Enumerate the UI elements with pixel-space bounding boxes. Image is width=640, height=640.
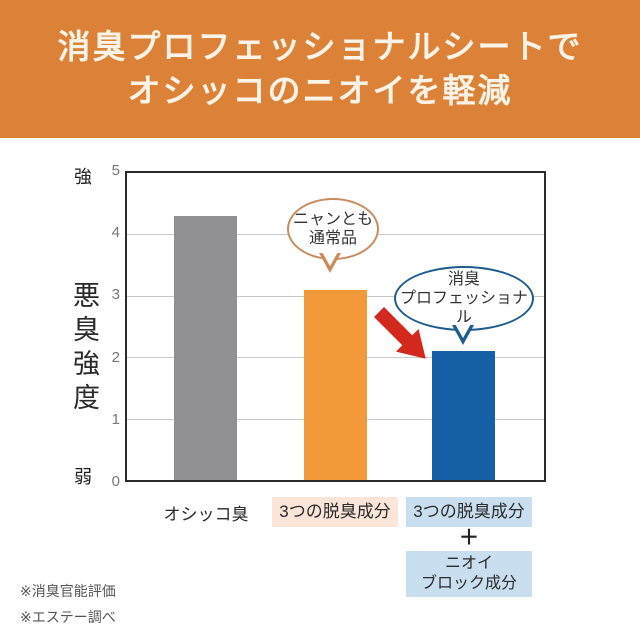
y-tick-1: 1 [111,411,120,428]
callout-regular-product: ニャンとも 通常品 [287,198,379,260]
callout-professional-tail-fill [454,322,472,338]
header-title-line1: 消臭プロフェッショナルシートで [57,28,583,65]
callout-professional-product: 消臭 プロフェッショナル [394,266,534,331]
header-banner: 消臭プロフェッショナルシートで オシッコのニオイを軽減 [0,0,640,138]
callout-regular-line2: 通常品 [308,230,357,247]
bar-label-three-components: 3つの脱臭成分 [272,497,398,527]
callout-regular-tail-fill [321,250,339,266]
y-axis-title: 悪臭強度 [69,281,99,417]
bar-urine-odor [174,215,237,480]
bar-label-urine-odor: オシッコ臭 [163,505,249,524]
odor-block-line2: ブロック成分 [420,575,517,592]
header-title-line2: オシッコのニオイを軽減 [127,72,513,109]
bar-professional-product [432,351,495,480]
y-tick-2: 2 [111,349,120,366]
y-tick-5: 5 [111,162,120,179]
footnote-sensory-evaluation: ※消臭官能評価 [20,583,116,599]
bar-label-odor-block: ニオイ ブロック成分 [406,551,532,597]
callout-professional-line2: プロフェッショナル [399,290,528,326]
footnote-surveyed-by: ※エステー調べ [20,609,116,625]
odor-block-line1: ニオイ [444,555,493,572]
callout-professional-line1: 消臭 [447,271,480,288]
bar-regular-product [304,289,367,480]
red-arrow-shape [374,307,426,359]
callout-regular-line1: ニャンとも [292,211,373,228]
plus-sign: ＋ [459,527,479,549]
red-decrease-arrow-icon [374,307,426,359]
y-tick-4: 4 [111,224,120,241]
y-tick-3: 3 [111,286,120,303]
y-tick-0: 0 [111,473,120,490]
bar-label-three-components-pro: 3つの脱臭成分 [406,497,532,527]
footnotes: ※消臭官能評価 ※エステー調べ [20,578,116,630]
y-axis-strong-label: 強 [74,167,92,187]
y-axis-weak-label: 弱 [74,467,92,487]
